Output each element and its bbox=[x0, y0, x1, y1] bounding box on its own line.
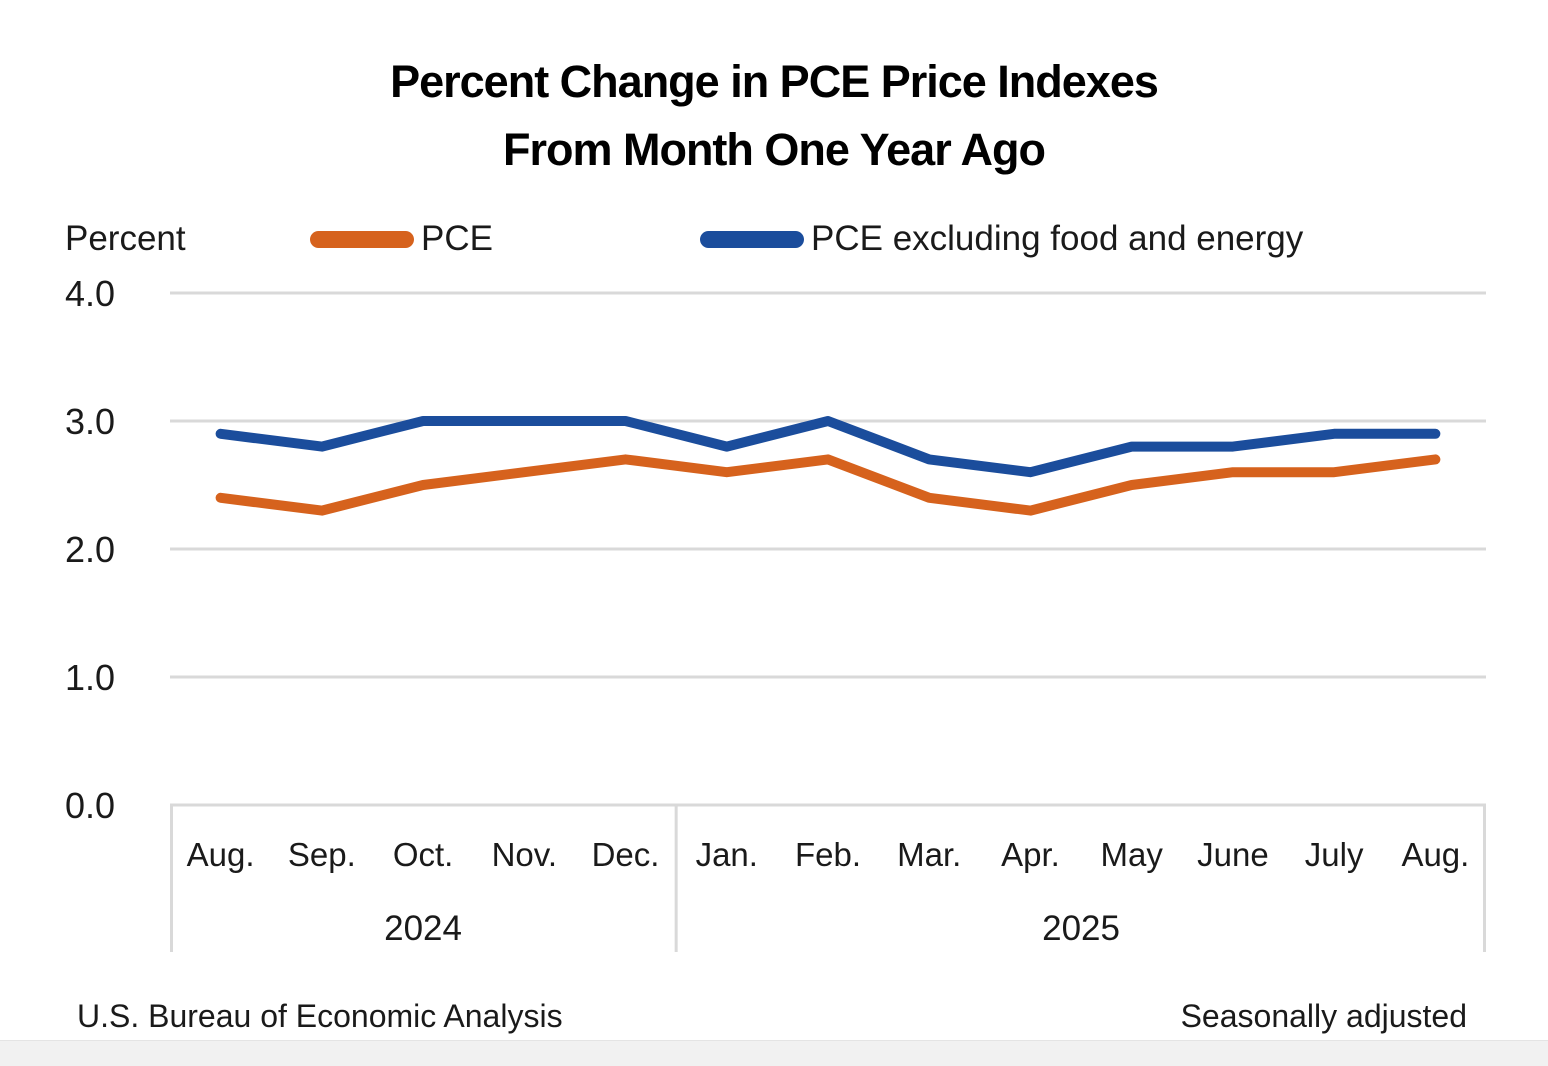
x-tick-label-month: Jan. bbox=[696, 836, 758, 873]
y-tick-label-1.0: 1.0 bbox=[65, 657, 115, 698]
x-tick-label-month: Apr. bbox=[1001, 836, 1060, 873]
bottom-window-strip bbox=[0, 1040, 1548, 1066]
x-tick-label-month: Aug. bbox=[1401, 836, 1469, 873]
seasonal-adjustment-note: Seasonally adjusted bbox=[1180, 998, 1467, 1034]
x-tick-label-month: Mar. bbox=[897, 836, 961, 873]
legend-item-core-pce: PCE excluding food and energy bbox=[700, 219, 1304, 258]
y-tick-label-3.0: 3.0 bbox=[65, 401, 115, 442]
x-tick-label-month: May bbox=[1101, 836, 1164, 873]
x-tick-label-month: June bbox=[1197, 836, 1269, 873]
pce-legend-swatch-icon bbox=[310, 230, 414, 248]
x-tick-label-month: Feb. bbox=[795, 836, 861, 873]
y-tick-label-2.0: 2.0 bbox=[65, 529, 115, 570]
x-tick-label-month: Sep. bbox=[288, 836, 356, 873]
chart-title-line1: Percent Change in PCE Price Indexes bbox=[390, 56, 1159, 107]
chart-title-line2: From Month One Year Ago bbox=[502, 124, 1046, 175]
y-tick-label-0.0: 0.0 bbox=[65, 785, 115, 826]
pce-legend-label: PCE bbox=[421, 219, 493, 258]
series-line-pce bbox=[215, 454, 1441, 516]
x-tick-label-month: Oct. bbox=[393, 836, 454, 873]
x-tick-label-month: Dec. bbox=[592, 836, 660, 873]
x-tick-label-year-2024: 2024 bbox=[384, 909, 462, 948]
source-attribution: U.S. Bureau of Economic Analysis bbox=[77, 998, 563, 1034]
core-pce-legend-swatch-icon bbox=[700, 230, 804, 248]
y-axis-unit-label: Percent bbox=[65, 219, 186, 258]
x-tick-label-month: July bbox=[1305, 836, 1364, 873]
x-tick-label-year-2025: 2025 bbox=[1042, 909, 1120, 948]
legend-item-pce: PCE bbox=[310, 219, 493, 258]
series-line-pce-excluding-food-and-energy bbox=[215, 416, 1441, 478]
core-pce-legend-label: PCE excluding food and energy bbox=[811, 219, 1304, 258]
x-tick-label-month: Nov. bbox=[492, 836, 557, 873]
x-tick-label-month: Aug. bbox=[187, 836, 255, 873]
chart-title: Percent Change in PCE Price Indexes From… bbox=[0, 48, 1548, 184]
y-tick-label-4.0: 4.0 bbox=[65, 273, 115, 314]
